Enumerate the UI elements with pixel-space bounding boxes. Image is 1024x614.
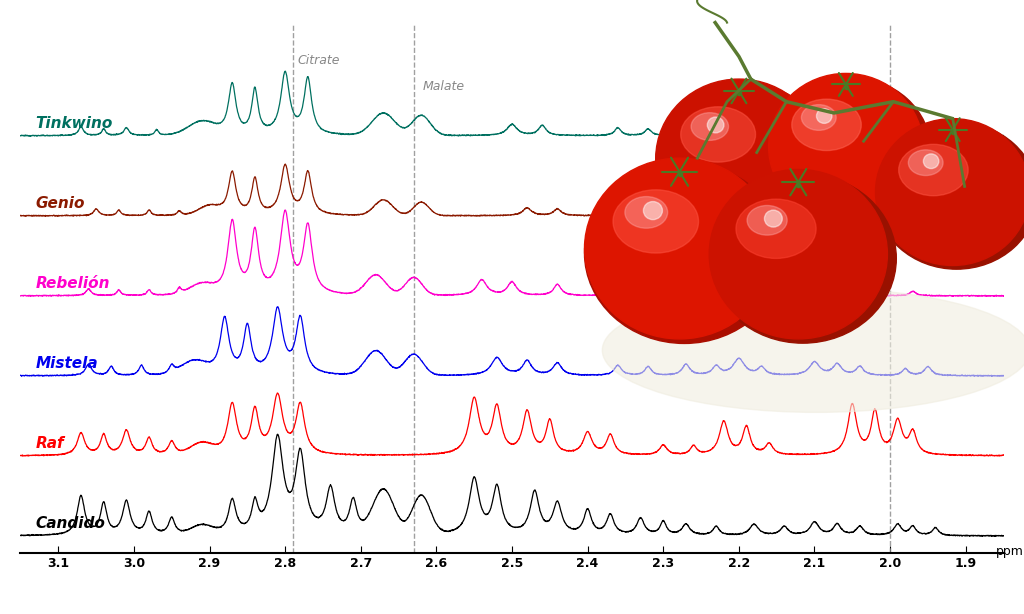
Text: GABA: GABA (670, 163, 701, 174)
Ellipse shape (769, 77, 931, 224)
Ellipse shape (613, 190, 698, 253)
Ellipse shape (710, 174, 896, 343)
Ellipse shape (748, 206, 787, 235)
Circle shape (708, 117, 724, 133)
Text: Mistela: Mistela (36, 356, 98, 371)
Circle shape (765, 210, 782, 227)
Circle shape (924, 154, 939, 169)
Ellipse shape (681, 107, 756, 162)
Circle shape (816, 109, 831, 123)
Circle shape (769, 74, 923, 220)
Text: Malate: Malate (423, 80, 465, 93)
Ellipse shape (736, 199, 816, 258)
Ellipse shape (876, 122, 1024, 269)
Circle shape (643, 201, 663, 220)
Text: ppm: ppm (996, 545, 1024, 558)
Ellipse shape (691, 113, 728, 141)
Ellipse shape (602, 288, 1024, 413)
Ellipse shape (908, 150, 943, 176)
Ellipse shape (585, 163, 784, 343)
Circle shape (876, 119, 1024, 265)
Ellipse shape (899, 144, 968, 196)
Text: Citrate: Citrate (298, 54, 340, 67)
Text: Candido: Candido (36, 516, 105, 532)
Circle shape (710, 169, 888, 339)
Text: Tinkwino: Tinkwino (36, 116, 113, 131)
Ellipse shape (655, 83, 830, 241)
Ellipse shape (802, 104, 837, 130)
Circle shape (655, 79, 822, 237)
Ellipse shape (625, 196, 668, 228)
Ellipse shape (792, 99, 861, 150)
Text: Raf: Raf (36, 437, 65, 451)
Text: Rebelión: Rebelión (36, 276, 111, 292)
Text: Genio: Genio (36, 196, 85, 211)
Circle shape (585, 158, 774, 339)
